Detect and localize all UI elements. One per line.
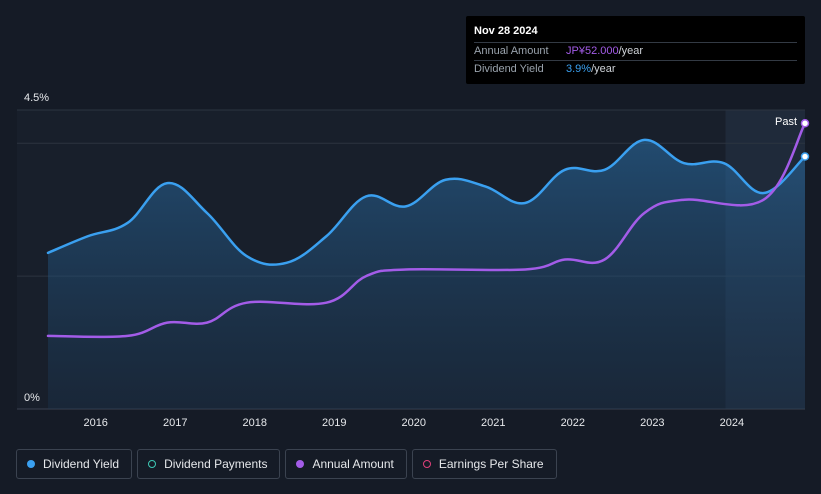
x-tick-label-2022: 2022 (561, 417, 585, 429)
dividend_yield-area (48, 139, 805, 409)
legend-dividend-payments[interactable]: Dividend Payments (137, 449, 281, 479)
annual_amount-end-marker (800, 119, 810, 128)
y-tick-label-bottom: 0% (24, 392, 40, 404)
x-tick-label-2023: 2023 (640, 417, 664, 429)
x-tick-label-2019: 2019 (322, 417, 346, 429)
legend-earnings-per-share-dot-icon (422, 460, 431, 468)
legend-dividend-yield-label: Dividend Yield (43, 457, 120, 471)
annual_amount-line (46, 122, 807, 339)
tooltip-date: Nov 28 2024 (474, 23, 797, 43)
tooltip-annual-amount-label: Annual Amount (474, 45, 549, 57)
x-tick-label-2018: 2018 (243, 417, 267, 429)
legend-annual-amount-dot-icon (296, 460, 305, 468)
tooltip-dividend-yield-unit: /year (591, 63, 616, 75)
legend-dividend-yield[interactable]: Dividend Yield (16, 449, 133, 479)
chart-tooltip: Nov 28 2024 Annual Amount JP¥52.000/year … (466, 16, 805, 84)
y-tick-label-top: 4.5% (24, 92, 49, 104)
legend-annual-amount-label: Annual Amount (312, 457, 394, 471)
past-label: Past (775, 116, 797, 128)
x-tick-label-2024: 2024 (720, 417, 744, 429)
dividend_yield-line (46, 138, 807, 266)
x-tick-label-2020: 2020 (402, 417, 426, 429)
legend-dividend-yield-dot-icon (27, 460, 35, 468)
tooltip-annual-amount-value: JP¥52.000 (566, 45, 619, 57)
legend-earnings-per-share[interactable]: Earnings Per Share (411, 449, 557, 479)
x-tick-label-2016: 2016 (83, 417, 107, 429)
chart-legend: Dividend Yield Dividend Payments Annual … (16, 449, 562, 481)
legend-dividend-payments-dot-icon (148, 460, 157, 468)
tooltip-dividend-yield-row: Dividend Yield 3.9%/year (474, 61, 797, 78)
dividend_yield-end-marker (800, 152, 810, 161)
legend-earnings-per-share-label: Earnings Per Share (438, 457, 544, 471)
x-tick-label-2021: 2021 (481, 417, 505, 429)
tooltip-annual-amount-unit: /year (618, 45, 644, 57)
tooltip-annual-amount-row: Annual Amount JP¥52.000/year (474, 43, 797, 61)
x-tick-label-2017: 2017 (163, 417, 187, 429)
tooltip-dividend-yield-label: Dividend Yield (474, 63, 544, 75)
legend-annual-amount[interactable]: Annual Amount (285, 449, 407, 479)
legend-dividend-payments-label: Dividend Payments (164, 457, 268, 471)
tooltip-dividend-yield-value: 3.9% (566, 63, 592, 75)
